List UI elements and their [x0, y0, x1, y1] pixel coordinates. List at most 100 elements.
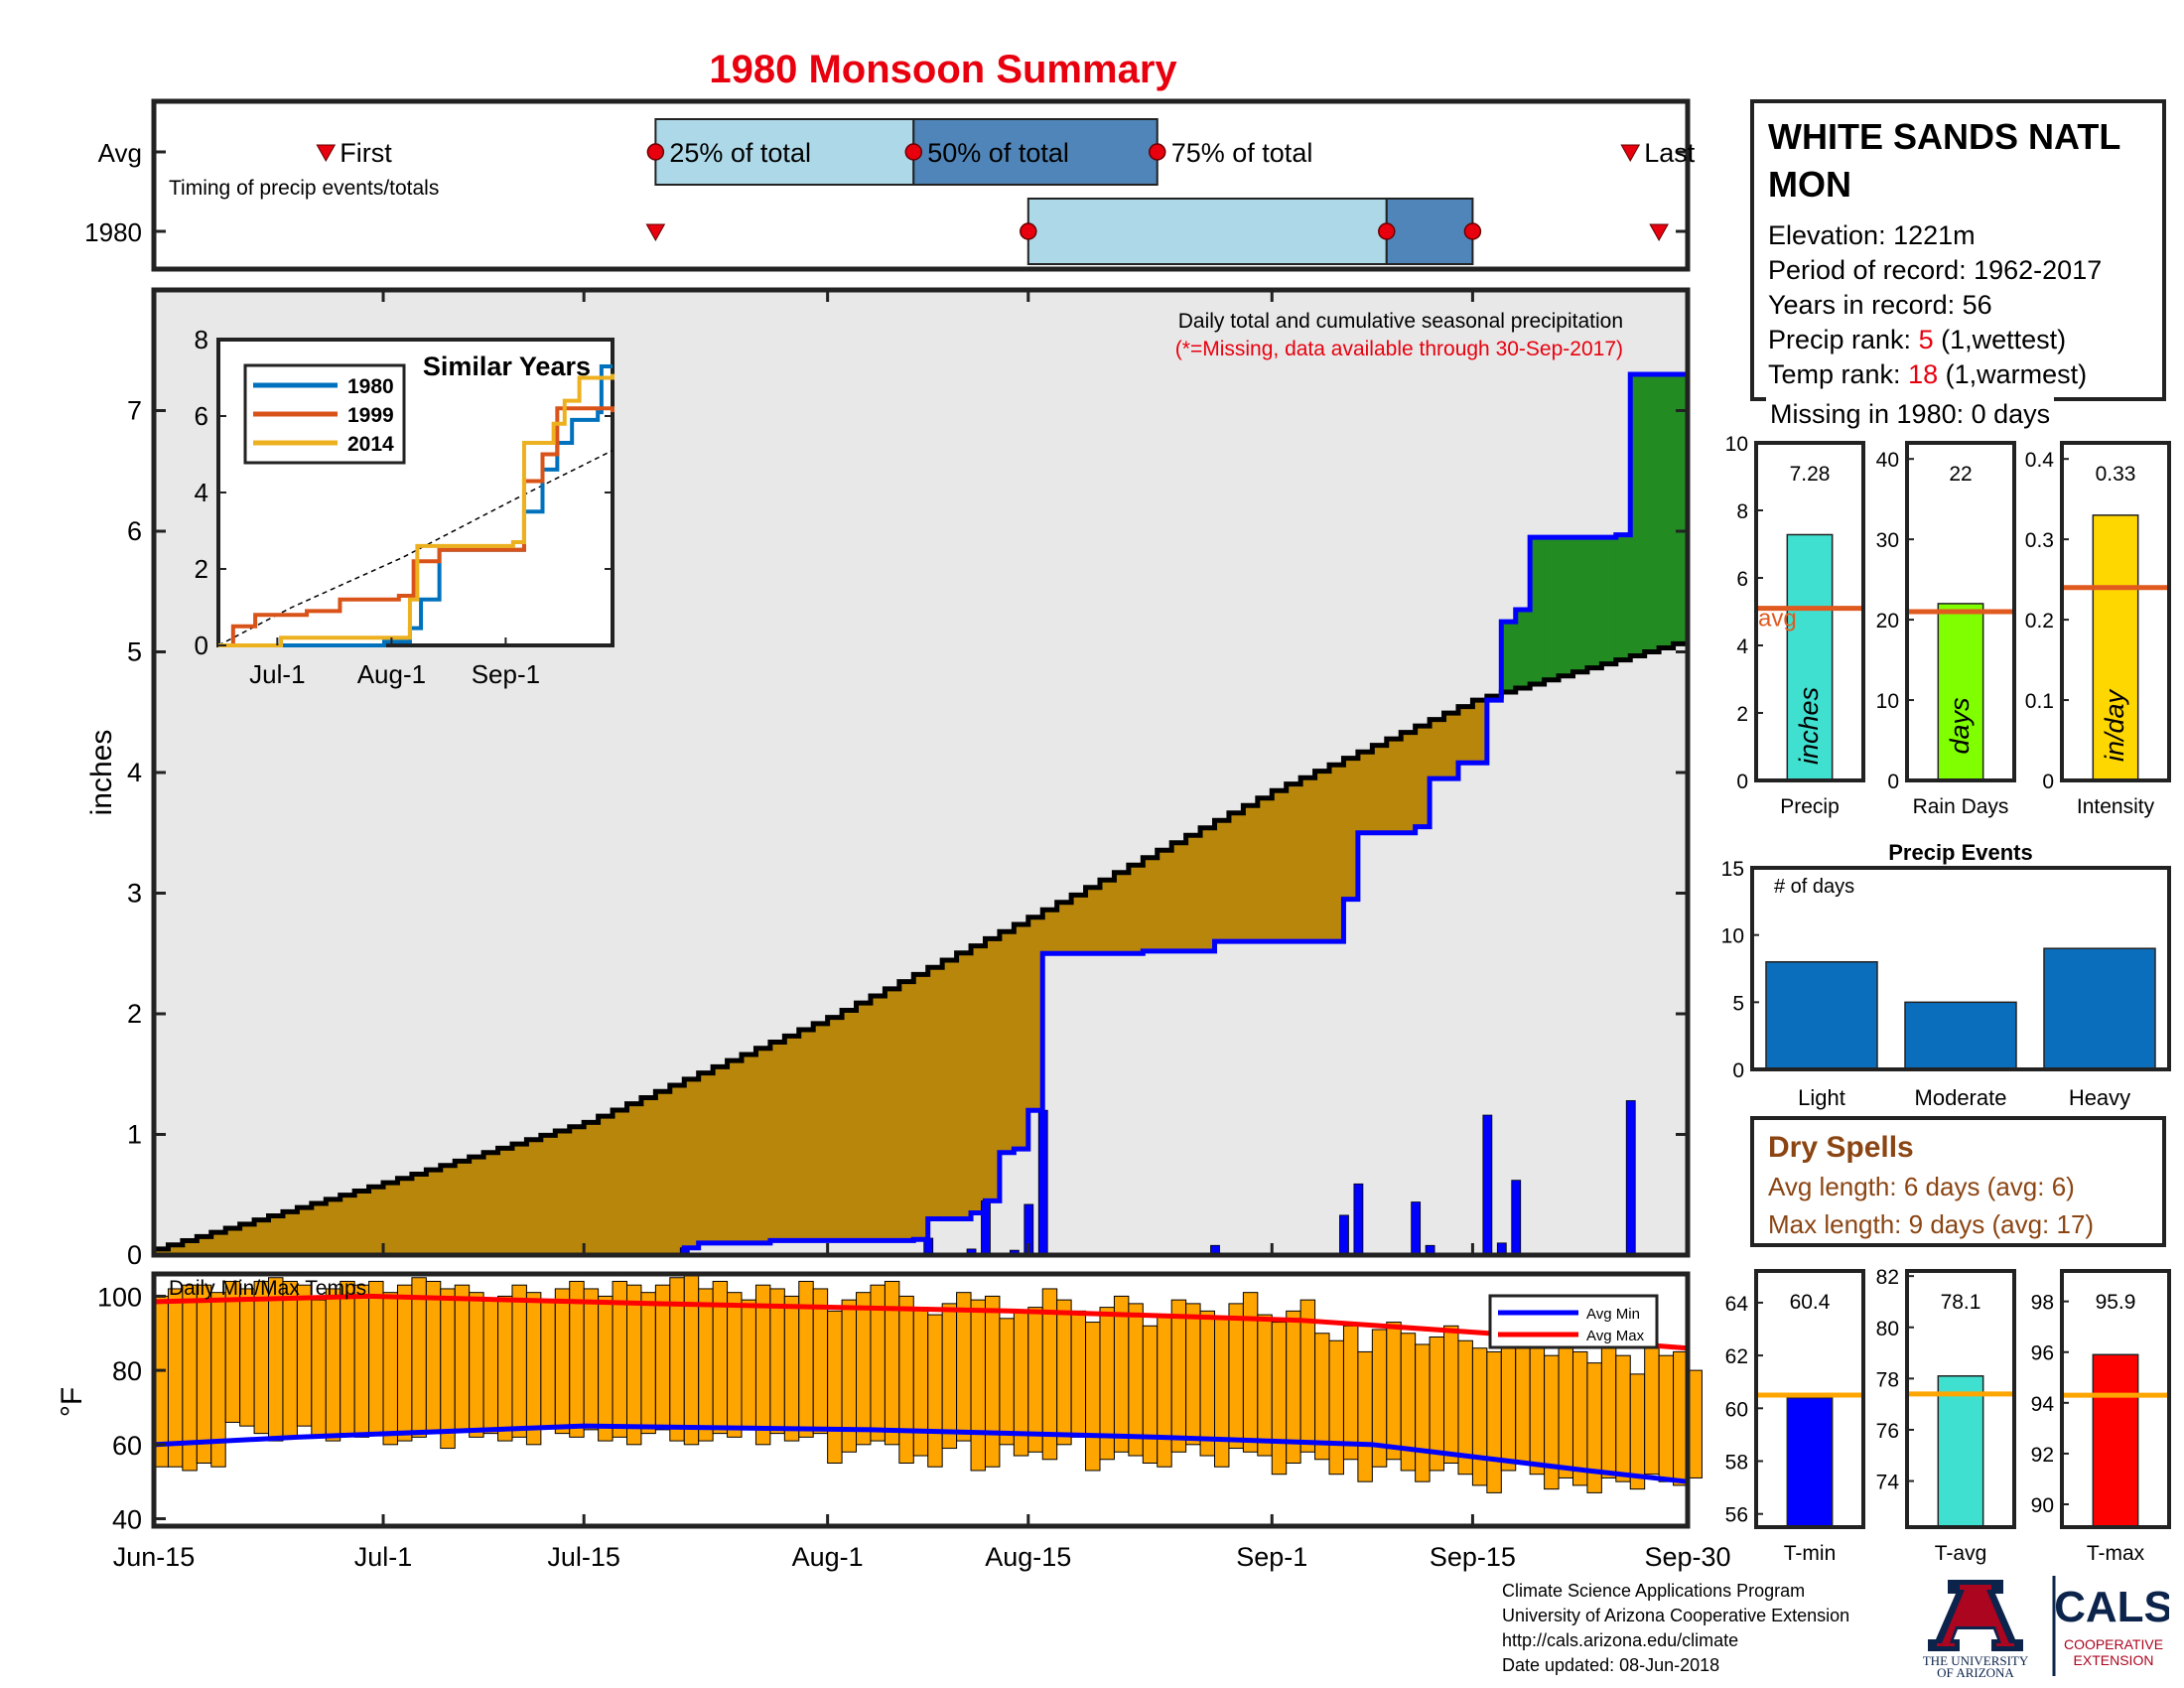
daily-temp-bar-55 [941, 1303, 958, 1450]
credits-url[interactable]: http://cals.arizona.edu/climate [1502, 1630, 1739, 1650]
precip-below-average-fill [813, 1023, 829, 1241]
daily-temp-bar-24 [497, 1295, 513, 1442]
tempbar-value-t-min: 60.4 [1790, 1291, 1831, 1314]
daily-temp-bar-58 [984, 1295, 1001, 1468]
daily-temp-bar-23 [482, 1299, 499, 1435]
precip-events-title: Precip Events [1888, 840, 2033, 865]
precip-below-average-fill [1257, 797, 1273, 942]
tempbar-ytick-label: 58 [1725, 1452, 1748, 1475]
daily-temp-bar-68 [1128, 1303, 1144, 1457]
precip-below-average-fill [698, 1072, 714, 1243]
daily-temp-bar-54 [927, 1314, 943, 1468]
precip-below-average-fill [784, 1036, 800, 1241]
dry-spells-title: Dry Spells [1768, 1131, 1914, 1164]
daily-temp-bar-88 [1415, 1343, 1431, 1482]
precip-below-average-fill [1128, 865, 1144, 954]
precip-below-average-fill [1243, 805, 1259, 942]
season-ytick-label: 2 [1736, 703, 1748, 726]
daily-precip-bar-10 [1411, 1201, 1422, 1256]
precip-rank-value: 5 [1918, 325, 1934, 354]
daily-precip-bar-15 [1625, 1100, 1636, 1256]
temp-rank-value: 18 [1908, 359, 1939, 389]
timing-label-last: Last [1644, 138, 1696, 168]
daily-temp-bar-56 [956, 1292, 972, 1442]
precip-ytick-label-3: 3 [127, 879, 142, 909]
season-label-rain-days: Rain Days [1913, 795, 2009, 818]
precip-events-label-heavy: Heavy [2069, 1085, 2130, 1110]
timing-box-50-75 [1385, 198, 1474, 265]
timing-row-label-avg: Avg [98, 138, 142, 168]
tempbar-value-t-max: 95.9 [2096, 1291, 2136, 1314]
daily-temp-bar-49 [856, 1292, 872, 1446]
daily-temp-bar-1 [167, 1288, 184, 1468]
precip-below-average-fill [713, 1066, 729, 1243]
daily-temp-bar-25 [511, 1284, 527, 1438]
precip-above-average-fill [1615, 534, 1631, 660]
tempbar-ytick-label: 74 [1876, 1472, 1900, 1494]
precip-below-average-fill [411, 1174, 427, 1255]
daily-temp-bar-65 [1085, 1322, 1101, 1472]
precip-below-average-fill [1185, 835, 1201, 951]
daily-temp-bar-77 [1257, 1314, 1273, 1457]
xtick-label-jun-15: Jun-15 [113, 1542, 196, 1572]
precip-below-average-fill [1228, 812, 1244, 942]
tempbar-ytick-label: 94 [2031, 1393, 2055, 1416]
precip-below-average-fill [1272, 790, 1288, 942]
daily-temp-bar-11 [311, 1299, 327, 1438]
daily-temp-bar-52 [898, 1295, 914, 1464]
precip-ytick-label-5: 5 [127, 637, 142, 667]
season-label-precip: Precip [1780, 795, 1840, 818]
similar-years-avg-line [217, 449, 614, 646]
daily-temp-bar-70 [1157, 1314, 1172, 1468]
daily-temp-bar-8 [268, 1277, 284, 1442]
precip-below-average-fill [1314, 771, 1330, 942]
precip-below-average-fill [1286, 783, 1301, 942]
precip-below-average-fill [1372, 745, 1388, 833]
precip-events-ytick-label-10: 10 [1721, 925, 1744, 948]
season-ytick-label: 4 [1736, 635, 1748, 658]
precip-below-average-fill [856, 1003, 872, 1241]
precip-below-average-fill [397, 1178, 413, 1255]
precip-events-bar-moderate [1904, 1001, 2017, 1070]
dry-spells-avg-length: Avg length: 6 days (avg: 6) [1768, 1172, 2075, 1201]
precip-below-average-fill [598, 1116, 614, 1255]
precip-below-average-fill [540, 1135, 556, 1255]
daily-temp-bar-10 [296, 1284, 313, 1427]
daily-temp-bar-82 [1328, 1339, 1344, 1476]
xtick-label-jul-15: Jul-15 [547, 1542, 620, 1572]
xtick-label-sep-15: Sep-15 [1430, 1542, 1516, 1572]
precip-below-average-fill [971, 945, 986, 1213]
daily-temp-bar-18 [411, 1277, 427, 1438]
season-panel-border-rain-days [1905, 441, 2016, 782]
daily-temp-bar-57 [970, 1299, 986, 1472]
precip-below-average-fill [1443, 713, 1459, 779]
xtick-label-aug-15: Aug-15 [985, 1542, 1071, 1572]
precip-events-label-light: Light [1798, 1085, 1845, 1110]
precip-rank-suffix: (1,wettest) [1933, 325, 2067, 354]
daily-temp-bar-35 [654, 1284, 671, 1431]
temp-rank-prefix: Temp rank: [1768, 359, 1909, 389]
daily-temp-bar-7 [253, 1280, 270, 1435]
cals-logo-line-1: COOPERATIVE [2064, 1636, 2163, 1652]
precip-below-average-fill [1343, 758, 1359, 900]
inset-xtick-label-sep-1: Sep-1 [472, 659, 540, 689]
tempbar-ytick-label: 92 [2031, 1444, 2054, 1467]
precip-below-average-fill [626, 1103, 642, 1255]
precip-rank-prefix: Precip rank: [1768, 325, 1919, 354]
precip-chart-title: Daily total and cumulative seasonal prec… [1178, 310, 1623, 333]
precip-above-average-fill [1630, 374, 1646, 656]
timing-marker-first [645, 223, 666, 242]
precip-above-average-fill [1572, 537, 1588, 672]
page-title: 1980 Monsoon Summary [709, 48, 1177, 91]
precip-below-average-fill [340, 1195, 355, 1255]
daily-temp-bar-19 [425, 1280, 442, 1435]
precip-below-average-fill [1171, 842, 1187, 951]
season-ytick-label: 20 [1876, 610, 1899, 633]
xtick-label-sep-30: Sep-30 [1644, 1542, 1730, 1572]
precip-below-average-fill [827, 1017, 843, 1241]
season-ytick-label: 30 [1876, 529, 1899, 552]
precip-below-average-fill [1457, 706, 1473, 764]
timing-label-p25: 25% of total [669, 138, 811, 168]
precip-below-average-fill [1014, 923, 1029, 1150]
